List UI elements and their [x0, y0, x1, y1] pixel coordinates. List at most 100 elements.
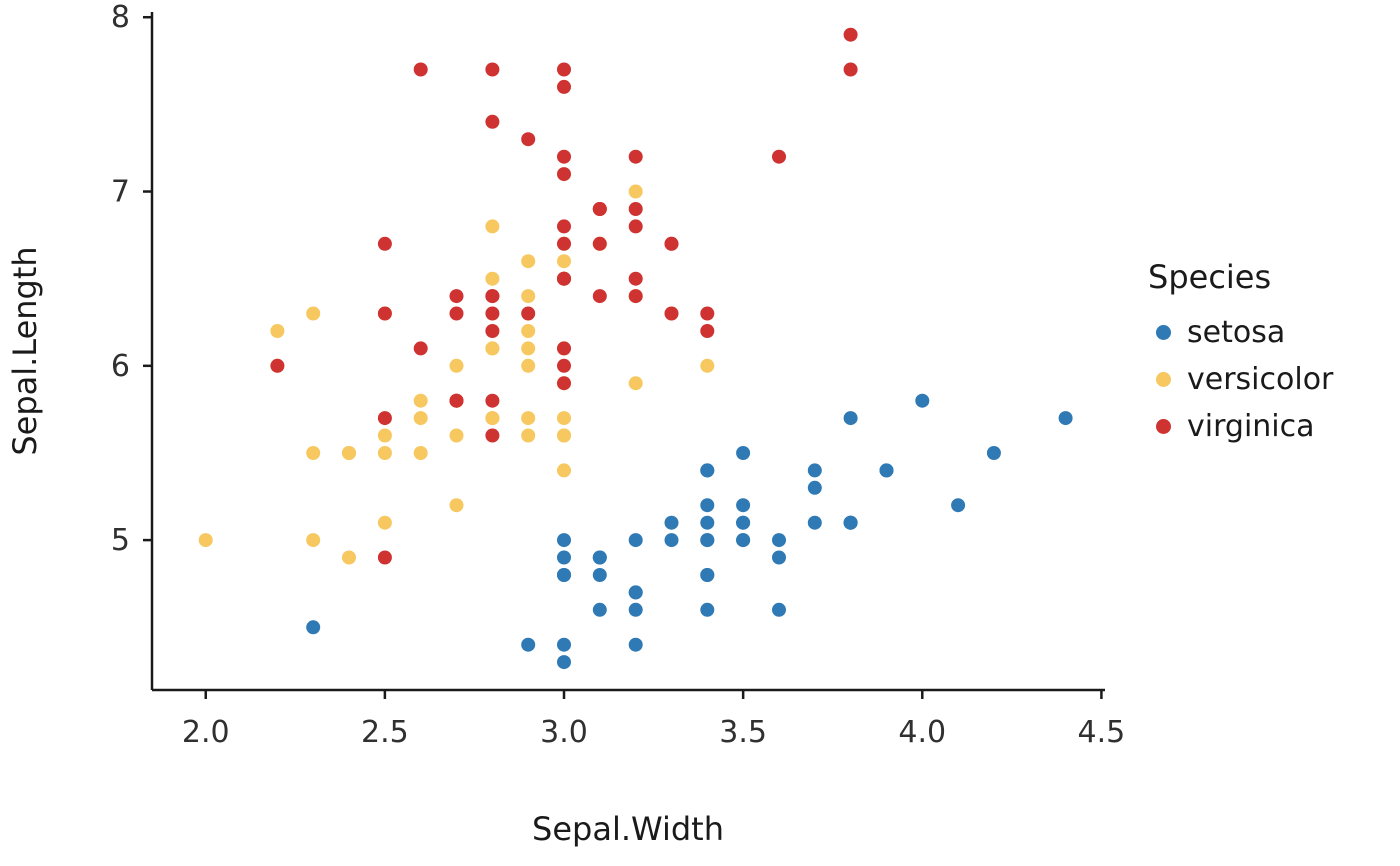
data-point	[664, 306, 679, 321]
data-point	[485, 219, 500, 234]
data-point	[843, 411, 858, 426]
data-point	[628, 149, 643, 164]
data-point	[306, 446, 321, 460]
data-point	[664, 236, 679, 251]
series-virginica	[270, 27, 858, 565]
data-point	[449, 306, 464, 321]
x-tick-label: 3.0	[540, 715, 588, 750]
data-point	[628, 271, 643, 286]
data-point	[628, 637, 643, 652]
data-point	[557, 62, 571, 77]
legend-items: setosa versicolor virginica	[1148, 316, 1333, 457]
data-point	[628, 184, 643, 199]
data-point	[342, 446, 356, 460]
x-tick-label: 2.0	[182, 715, 230, 750]
data-point	[521, 341, 536, 356]
data-point	[557, 254, 571, 269]
x-tick-label: 3.5	[719, 715, 767, 750]
data-point	[449, 289, 464, 304]
data-point	[700, 324, 715, 338]
data-point	[557, 463, 571, 478]
legend-label: versicolor	[1187, 362, 1334, 397]
legend-item-setosa: setosa	[1148, 316, 1333, 349]
data-point	[485, 271, 500, 286]
data-point	[449, 498, 464, 513]
x-tick-label: 4.0	[898, 715, 946, 750]
legend-item-virginica: virginica	[1148, 410, 1333, 443]
data-point	[306, 533, 321, 548]
data-point	[377, 411, 392, 426]
data-point	[377, 306, 392, 321]
data-point	[879, 463, 894, 478]
data-point	[413, 393, 428, 408]
y-tick-label: 5	[111, 523, 130, 558]
data-point	[521, 254, 536, 269]
data-point	[736, 515, 751, 530]
data-point	[557, 358, 571, 373]
data-point	[592, 289, 607, 304]
data-point	[700, 463, 715, 478]
data-point	[628, 585, 643, 600]
data-point	[700, 568, 715, 582]
data-point	[557, 411, 571, 426]
data-point	[557, 655, 571, 670]
data-point	[521, 306, 536, 321]
data-point	[413, 411, 428, 426]
data-point	[306, 306, 321, 321]
data-point	[521, 428, 536, 443]
series-versicolor	[198, 184, 715, 565]
data-point	[986, 446, 1001, 460]
data-point	[485, 306, 500, 321]
data-point	[485, 341, 500, 356]
data-point	[557, 550, 571, 565]
data-point	[736, 498, 751, 513]
x-axis-title: Sepal.Width	[532, 810, 724, 848]
legend-label: setosa	[1187, 315, 1286, 350]
series-setosa	[306, 393, 1073, 670]
data-point	[628, 219, 643, 234]
data-point	[772, 602, 786, 617]
data-point	[628, 202, 643, 216]
data-point	[557, 219, 571, 234]
data-point	[377, 550, 392, 565]
data-point	[557, 167, 571, 182]
legend-label: virginica	[1187, 409, 1315, 444]
data-point	[843, 27, 858, 42]
data-point	[485, 324, 500, 338]
data-point	[557, 149, 571, 164]
data-point	[557, 568, 571, 582]
data-point	[772, 149, 786, 164]
data-point	[557, 341, 571, 356]
data-point	[700, 515, 715, 530]
data-point	[592, 602, 607, 617]
data-point	[521, 324, 536, 338]
data-point	[485, 428, 500, 443]
data-point	[772, 550, 786, 565]
data-point	[664, 533, 679, 548]
data-point	[557, 533, 571, 548]
data-point	[449, 393, 464, 408]
data-point	[485, 62, 500, 77]
y-axis-ticks: 5 6 7 8	[111, 0, 152, 558]
legend-dot-icon	[1156, 325, 1171, 340]
data-point	[449, 428, 464, 443]
data-point	[485, 289, 500, 304]
y-tick-label: 6	[111, 349, 130, 384]
data-point	[628, 602, 643, 617]
data-point	[413, 341, 428, 356]
data-point	[557, 376, 571, 391]
data-point	[485, 114, 500, 129]
data-point	[485, 411, 500, 426]
data-point	[592, 202, 607, 216]
data-point	[413, 446, 428, 460]
data-point	[843, 62, 858, 77]
data-point	[843, 515, 858, 530]
data-point	[342, 550, 356, 565]
data-point	[915, 393, 930, 408]
legend-title: Species	[1148, 258, 1272, 296]
data-point	[700, 306, 715, 321]
data-point	[1058, 411, 1073, 426]
x-axis-ticks: 2.0 2.5 3.0 3.5 4.0 4.5	[182, 690, 1125, 750]
